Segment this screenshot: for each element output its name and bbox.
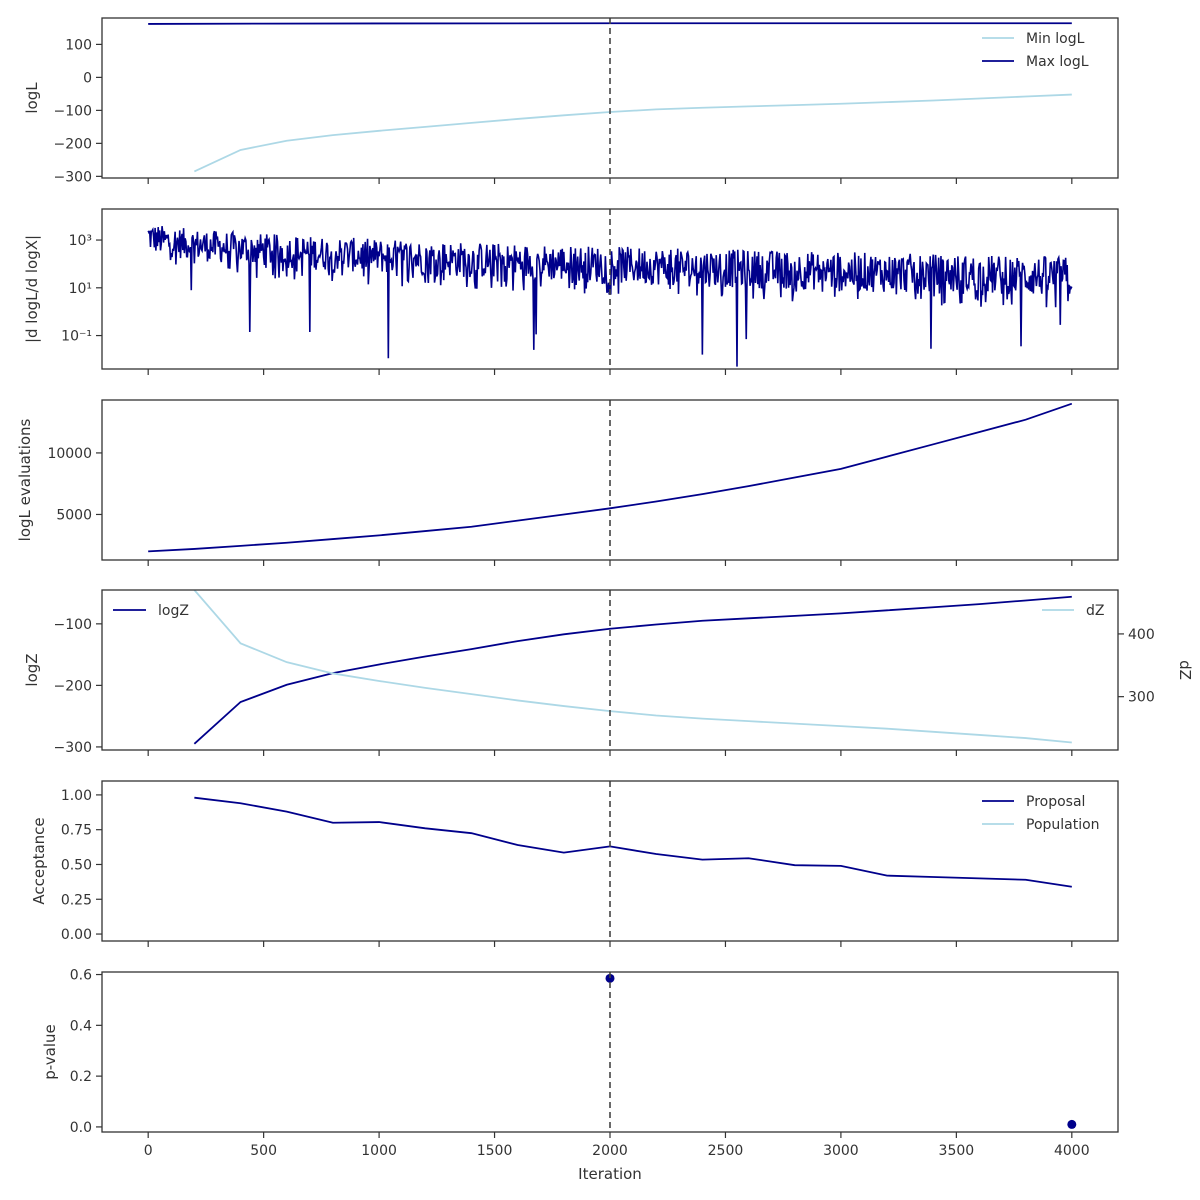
y-tick-label: 0.4 <box>70 1018 92 1034</box>
series-line-0 <box>148 402 1073 553</box>
y-tick-label: 10¹ <box>69 281 92 297</box>
y-tick-label: 0.0 <box>70 1120 92 1136</box>
y-axis-label: p-value <box>41 1024 59 1080</box>
x-axis-label: Iteration <box>578 1165 642 1183</box>
y-tick-label: 0.6 <box>70 968 92 984</box>
y-axis-label: logL evaluations <box>16 418 34 541</box>
panel-1: −300 −200 −100 0 100 logL Min logL Max logL <box>23 17 1119 185</box>
x-tick-label: 3500 <box>939 1143 975 1159</box>
legend-label: Max logL <box>1026 54 1089 70</box>
series-line <box>147 226 1073 367</box>
legend-label: dZ <box>1086 603 1104 619</box>
panel-6: 0.0 0.2 0.4 0.6 0 500 1000 1500 2000 2500 3000 3500… <box>41 968 1119 1183</box>
y-tick-label: 5000 <box>56 507 92 523</box>
plot-area <box>194 796 1072 888</box>
panel-5: 0.00 0.25 0.50 0.75 1.00 Acceptance Proposal Po… <box>30 780 1119 947</box>
plot-area <box>193 590 1072 745</box>
data-point <box>1067 1119 1077 1129</box>
y-axis-label-right: dZ <box>1176 660 1194 680</box>
x-tick-label: 2500 <box>708 1143 744 1159</box>
x-tick-label: 1500 <box>477 1143 513 1159</box>
series-line-max-logl <box>148 22 1072 25</box>
panel-2: 10⁻¹ 10¹ 10³ |d logL/d logX| <box>23 208 1119 375</box>
x-tick-label: 500 <box>250 1143 277 1159</box>
plot-area <box>605 973 1077 1129</box>
y-tick-label: 1.00 <box>61 788 92 804</box>
y-tick-label: 10⁻¹ <box>61 329 92 345</box>
x-tick-label: 3000 <box>823 1143 859 1159</box>
y-tick-label: 0.75 <box>61 823 92 839</box>
y-tick-label-right: 400 <box>1128 627 1155 643</box>
plot-area <box>148 22 1072 173</box>
x-tick-label: 1000 <box>361 1143 397 1159</box>
series-line-proposal <box>194 796 1072 888</box>
y-tick-label: −100 <box>54 103 92 119</box>
plot-area <box>147 226 1073 367</box>
x-tick-label: 4000 <box>1054 1143 1090 1159</box>
y-tick-label: 0 <box>83 70 92 86</box>
y-tick-label: −200 <box>54 678 92 694</box>
plot-area <box>148 402 1073 553</box>
y-tick-label: 0.2 <box>70 1069 92 1085</box>
y-axis-label: logZ <box>23 653 41 686</box>
y-axis-label: |d logL/d logX| <box>23 235 41 343</box>
series-line-dz <box>193 590 1072 744</box>
series-line-min-logl <box>193 93 1072 173</box>
x-tick-label: 2000 <box>592 1143 628 1159</box>
y-tick-label: 10³ <box>69 233 92 249</box>
panel-4: −300 −200 −100 300 400 logZ dZ logZ dZ <box>23 589 1194 756</box>
x-tick-label: 0 <box>144 1143 153 1159</box>
series-line-logz <box>193 595 1072 745</box>
y-tick-label: −300 <box>54 740 92 756</box>
y-tick-label: 10000 <box>47 446 92 462</box>
legend-label: Proposal <box>1026 794 1085 810</box>
legend-label: Min logL <box>1026 31 1085 47</box>
y-tick-label: 0.00 <box>61 927 92 943</box>
y-axis-label: logL <box>23 82 41 114</box>
legend-label: Population <box>1026 817 1100 833</box>
data-point <box>605 973 615 983</box>
legend-label: logZ <box>158 603 189 619</box>
y-tick-label: −300 <box>54 169 92 185</box>
y-tick-label: 0.25 <box>61 892 92 908</box>
panel-3: 5000 10000 logL evaluations <box>16 399 1119 566</box>
y-tick-label: −200 <box>54 136 92 152</box>
y-tick-label-right: 300 <box>1128 690 1155 706</box>
y-axis-label: Acceptance <box>30 817 48 904</box>
y-tick-label: −100 <box>54 617 92 633</box>
y-tick-label: 0.50 <box>61 857 92 873</box>
y-tick-label: 100 <box>65 37 92 53</box>
